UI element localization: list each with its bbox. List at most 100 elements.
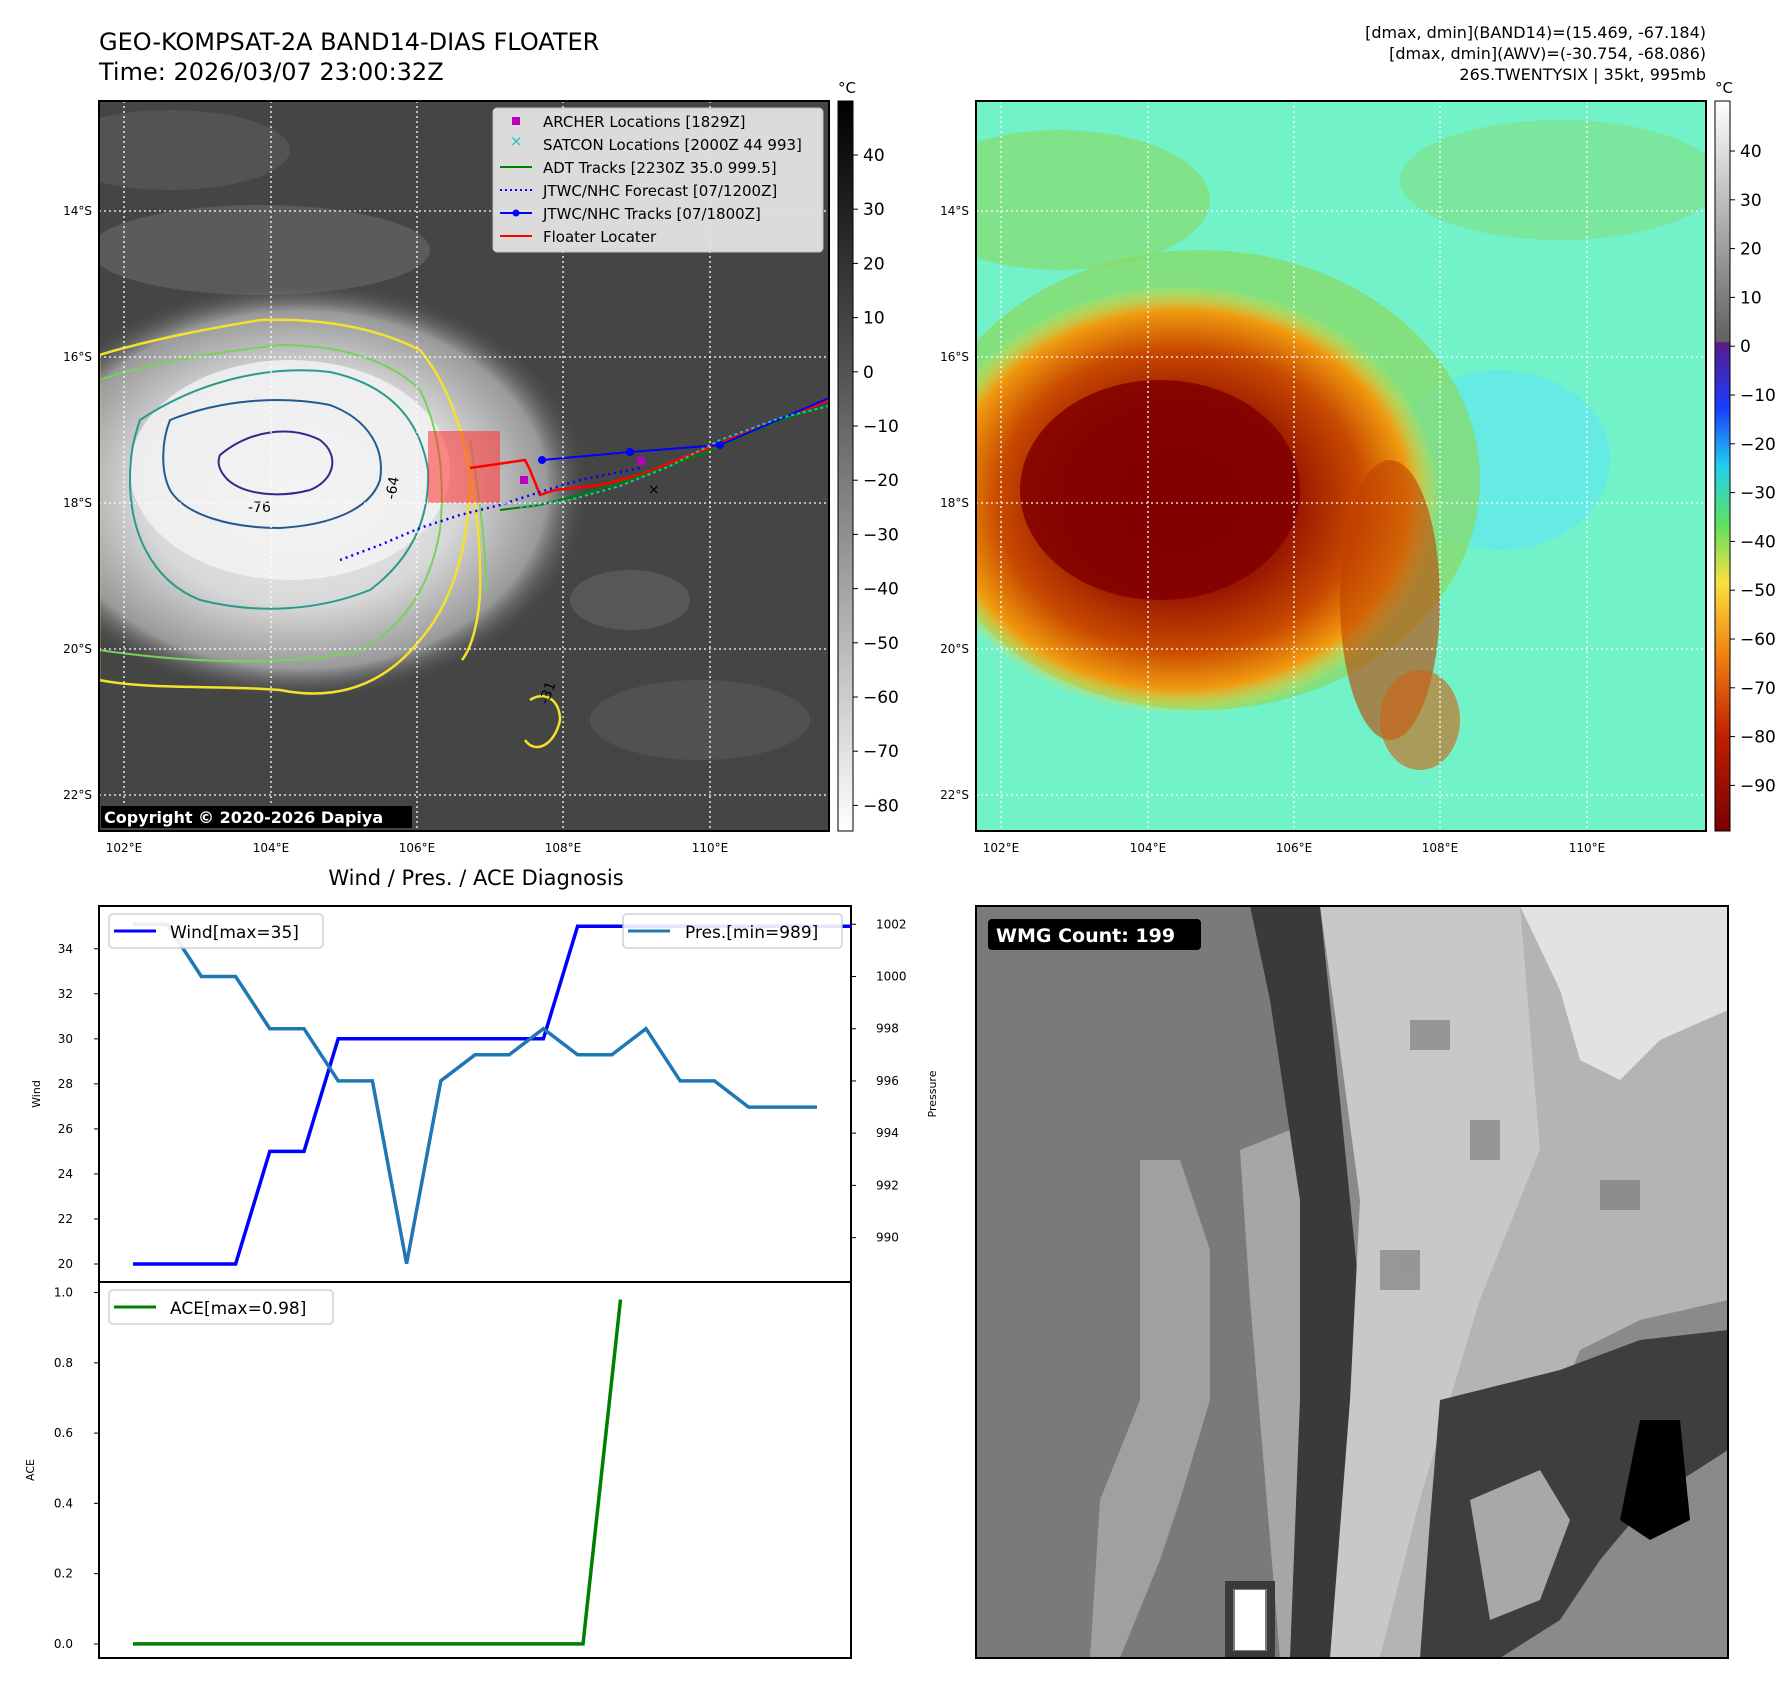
colorbar-tick-label: −40 [1740, 532, 1776, 552]
lon-label: 110°E [692, 841, 729, 855]
ace-plot: 0.0 0.2 0.4 0.6 0.8 1.0 ACE ACE[max=0.98] [24, 1281, 852, 1659]
colorbar-tick-label: −50 [863, 634, 899, 654]
axis-tick-label: 0.6 [54, 1426, 73, 1440]
colorbar-tick-label: −10 [863, 417, 899, 437]
legend-tracks: JTWC/NHC Tracks [07/1800Z] [542, 205, 761, 223]
colorbar-tick-label: 40 [863, 146, 885, 166]
ace-axis-label: ACE [24, 1459, 37, 1481]
lon-label: 106°E [399, 841, 436, 855]
floater-box [428, 431, 500, 503]
lat-label: 22°S [63, 788, 92, 802]
jtwc-forecast [339, 466, 641, 562]
lat-label: 16°S [63, 350, 92, 364]
axis-tick-label: 24 [58, 1167, 73, 1181]
axis-tick-label: 22 [58, 1212, 73, 1226]
axis-tick-label: 0.2 [54, 1567, 73, 1581]
colorbar-tick-label: −60 [1740, 630, 1776, 650]
ace-line [133, 1299, 623, 1646]
legend-marker-archer [512, 117, 520, 125]
info-line-3: 26S.TWENTYSIX | 35kt, 995mb [1459, 65, 1706, 84]
colorbar-tick-label: −70 [863, 742, 899, 762]
figure-time: Time: 2026/03/07 23:00:32Z [98, 58, 444, 86]
colorbar-tick-label: 20 [863, 254, 885, 274]
colorbar-tick-label: −50 [1740, 581, 1776, 601]
figure-title: GEO-KOMPSAT-2A BAND14-DIAS FLOATER [99, 28, 599, 56]
legend-satcon: SATCON Locations [2000Z 44 993] [543, 136, 802, 154]
satcon-marker: × [648, 482, 660, 498]
wv-lat-labels: 14°S 16°S 18°S 20°S 22°S [940, 204, 969, 802]
colorbar-tick-label: −20 [1740, 435, 1776, 455]
legend-floater: Floater Locater [543, 228, 657, 246]
lon-label: 106°E [1276, 841, 1313, 855]
wind-legend: Wind[max=35] [108, 913, 324, 949]
colorbar-tick-label: −80 [1740, 728, 1776, 748]
pressure-legend-label: Pres.[min=989] [685, 923, 818, 943]
axis-tick-label: 34 [58, 942, 73, 956]
info-line-2: [dmax, dmin](AWV)=(-30.754, -68.086) [1389, 44, 1706, 63]
axis-tick-label: 0.4 [54, 1496, 73, 1510]
axis-tick-label: 30 [58, 1032, 73, 1046]
ace-axis-ticks: 0.0 0.2 0.4 0.6 0.8 1.0 [54, 1286, 99, 1651]
colorbar-tick-label: −60 [863, 688, 899, 708]
colorbar-tick-label: −40 [863, 580, 899, 600]
axis-tick-label: 28 [58, 1077, 73, 1091]
contour-label-3: -31 [537, 679, 560, 706]
lon-label: 110°E [1569, 841, 1606, 855]
axis-tick-label: 0.8 [54, 1356, 73, 1370]
colorbar-tick-label: −90 [1740, 776, 1776, 796]
jtwc-track [541, 397, 829, 461]
wv-colorbar-unit: °C [1715, 79, 1733, 97]
colorbar-tick-label: 20 [1740, 240, 1762, 260]
axis-tick-label: 1002 [876, 917, 907, 931]
wv-map-panel: 14°S 16°S 18°S 20°S 22°S 102°E 104°E 106… [940, 100, 1707, 855]
copyright-text: Copyright © 2020-2026 Dapiya [104, 808, 383, 827]
colorbar-tick-label: 30 [1740, 191, 1762, 211]
ir-lon-labels: 102°E 104°E 106°E 108°E 110°E [106, 841, 729, 855]
colorbar-tick-label: −10 [1740, 386, 1776, 406]
colorbar-tick-label: −30 [1740, 484, 1776, 504]
axis-tick-label: 1.0 [54, 1286, 73, 1300]
axis-tick-label: 994 [876, 1126, 899, 1140]
ir-colorbar-ticks: 40 30 20 10 0 −10 −20 −30 −40 −50 −60 −70 −80 [853, 146, 899, 816]
wind-pressure-plot: 20 22 24 26 28 30 32 34 990 992 994 996 998 1000 1002… [30, 905, 939, 1283]
axis-tick-label: 32 [58, 987, 73, 1001]
axis-tick-label: 20 [58, 1257, 73, 1271]
wmg-label-box [988, 919, 1201, 950]
wv-colorbar-ticks: 40 30 20 10 0 −10 −20 −30 −40 −50 −60 −70 −80 −90 [1730, 142, 1776, 796]
lon-label: 108°E [1422, 841, 1459, 855]
axis-tick-label: 26 [58, 1122, 73, 1136]
colorbar-tick-label: 30 [863, 200, 885, 220]
ir-colorbar-unit: °C [838, 79, 856, 97]
colorbar-tick-label: 0 [1740, 337, 1751, 357]
colorbar-tick-label: −30 [863, 525, 899, 545]
lat-label: 14°S [63, 204, 92, 218]
colorbar-tick-label: 10 [1740, 288, 1762, 308]
info-line-1: [dmax, dmin](BAND14)=(15.469, -67.184) [1365, 23, 1706, 42]
ir-contour-teal [128, 369, 430, 610]
legend-forecast: JTWC/NHC Forecast [07/1200Z] [542, 182, 777, 200]
legend-archer: ARCHER Locations [1829Z] [543, 113, 746, 131]
lon-label: 104°E [1130, 841, 1167, 855]
ace-legend: ACE[max=0.98] [108, 1289, 334, 1325]
axis-tick-label: 992 [876, 1178, 899, 1192]
colorbar-tick-label: 10 [863, 309, 885, 329]
copyright-box [101, 806, 412, 828]
ir-lat-labels: 14°S 16°S 18°S 20°S 22°S [63, 204, 92, 802]
lat-label: 22°S [940, 788, 969, 802]
legend-adt: ADT Tracks [2230Z 35.0 999.5] [543, 159, 777, 177]
ace-series [132, 1299, 623, 1646]
colorbar-tick-label: −80 [863, 796, 899, 816]
wind-axis-label: Wind [30, 1080, 43, 1108]
ir-contour-purple [217, 430, 334, 496]
wv-colorbar: °C 40 30 20 10 0 −10 −20 −30 −40 −50 −60 −70 −80 −90 [1714, 79, 1776, 832]
colorbar-tick-label: 40 [1740, 142, 1762, 162]
axis-tick-label: 996 [876, 1074, 899, 1088]
colorbar-tick-label: −70 [1740, 679, 1776, 699]
contour-label-2: -64 [383, 475, 403, 500]
axis-tick-label: 998 [876, 1022, 899, 1036]
lon-label: 108°E [545, 841, 582, 855]
axis-tick-label: 0.0 [54, 1637, 73, 1651]
wmg-count: WMG Count: 199 [996, 925, 1175, 947]
legend-marker-satcon: × [510, 132, 523, 150]
colorbar-tick-label: 0 [863, 363, 874, 383]
